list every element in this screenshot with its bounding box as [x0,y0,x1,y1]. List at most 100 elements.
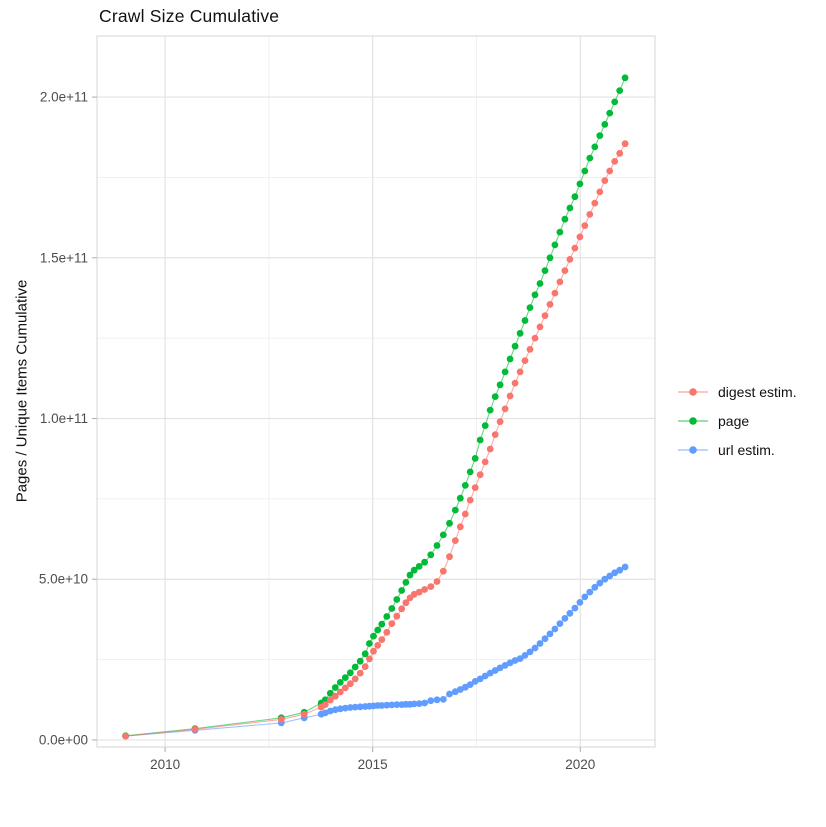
data-point [341,704,349,712]
data-point [433,578,441,585]
data-point [331,684,339,691]
data-point [591,143,599,151]
data-point [531,644,539,652]
data-point [621,563,629,571]
data-point [516,655,524,662]
data-point [321,696,329,704]
axis-ticks [92,96,581,752]
data-point [541,635,549,643]
series-page [122,74,629,740]
x-tick-label: 2010 [150,757,180,772]
data-point [388,620,396,627]
data-point [546,254,554,262]
data-point [446,690,453,698]
data-point [526,346,534,353]
data-point [336,679,344,686]
y-tick-label: 1.0e+11 [40,411,88,426]
data-point [496,381,504,389]
data-point [383,613,391,620]
data-point [398,605,406,613]
data-point [356,669,364,677]
data-point [601,575,609,583]
legend-key-icon [678,445,708,454]
data-point [351,703,359,711]
data-point [410,566,418,574]
data-point [122,732,129,740]
data-point [601,177,609,185]
data-point [374,642,382,649]
data-point [571,604,579,612]
data-point [398,587,406,594]
data-point [481,422,489,429]
data-point [556,278,564,286]
data-point [521,652,529,659]
y-tick-label: 2.0e+11 [40,90,88,105]
data-point [476,675,484,683]
legend-key-icon [678,387,708,396]
data-point [586,154,594,162]
data-point [402,579,410,586]
data-point [406,571,414,579]
data-point [616,87,624,94]
data-point [581,167,589,175]
data-point [551,289,559,297]
data-point [541,312,549,319]
data-point [300,710,308,718]
x-tick-label: 2020 [565,757,595,772]
data-point [321,701,329,708]
data-point [370,647,377,655]
data-point [476,471,484,479]
y-tick-label: 0.0e+00 [39,732,88,747]
data-point [546,301,554,308]
data-point [346,669,354,677]
data-point [621,74,629,82]
data-point [439,531,447,539]
data-point [586,588,594,596]
data-point [378,620,386,628]
data-point [581,593,589,601]
data-point [374,626,382,634]
data-point [571,193,579,201]
data-point [521,317,529,324]
data-point [561,615,569,622]
data-point [556,620,564,627]
data-point [433,696,441,704]
data-point [427,551,435,559]
data-point [486,445,494,453]
data-point [356,657,364,665]
data-point [331,692,339,700]
data-point [556,228,564,236]
data-point [551,241,559,249]
data-point [366,640,373,647]
data-point [566,609,574,617]
data-point [516,368,524,376]
data-point [361,663,369,670]
data-point [456,523,464,531]
data-point [501,368,509,376]
data-point [611,98,619,106]
data-point [451,506,459,514]
data-point [491,431,499,438]
grid-major [97,36,655,747]
series-url-estim [122,563,629,740]
data-point [481,672,489,680]
data-point [421,558,428,566]
data-point [606,572,614,580]
data-point [481,458,489,466]
data-point [466,496,474,504]
data-point [351,663,359,671]
axis-tick-labels: 2010 2015 2020 0.0e+00 5.0e+10 1.0e+11 1.5e+11… [39,90,595,772]
data-point [456,494,464,502]
data-point [346,680,354,688]
data-point [596,579,604,587]
data-point [446,519,453,527]
data-point [439,696,447,703]
y-tick-label: 5.0e+10 [39,572,88,587]
legend-item-digest-estim: digest estim. [676,377,797,406]
data-point [506,355,514,363]
data-point [433,542,441,549]
data-point [378,702,386,709]
data-point [601,121,609,128]
data-point [621,140,629,148]
